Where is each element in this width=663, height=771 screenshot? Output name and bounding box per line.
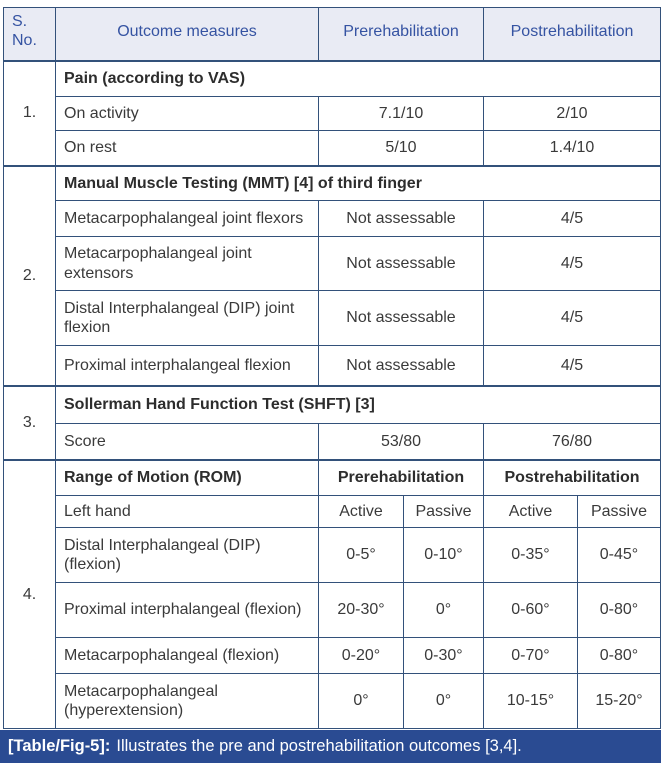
outcome-label-cell: Distal Interphalangeal (DIP) joint flexi… bbox=[55, 290, 319, 346]
rom-subheader-cell: Active bbox=[483, 495, 578, 528]
outcome-label-cell: Metacarpophalangeal joint flexors bbox=[55, 200, 319, 237]
outcome-label-cell: On activity bbox=[55, 96, 319, 131]
outcome-label-cell: On rest bbox=[55, 130, 319, 166]
rom-value-cell: 0-80° bbox=[577, 582, 661, 638]
table-row: On rest 5/10 1.4/10 bbox=[4, 130, 661, 166]
rom-subheader-cell: Passive bbox=[403, 495, 484, 528]
section-rom: 4. Range of Motion (ROM) Prerehabilitati… bbox=[3, 458, 661, 729]
pre-value-cell: 7.1/10 bbox=[318, 96, 484, 131]
caption-bar: [Table/Fig-5]: Illustrates the pre and p… bbox=[0, 730, 661, 763]
rom-subheader-cell: Active bbox=[318, 495, 404, 528]
rom-value-cell: 0-5° bbox=[318, 527, 404, 583]
outcome-label-cell: Proximal interphalangeal (flexion) bbox=[55, 582, 319, 638]
pre-value-cell: Not assessable bbox=[318, 290, 484, 346]
sno-header-cell: S. No. bbox=[3, 7, 56, 61]
section-title-cell: Sollerman Hand Function Test (SHFT) [3] bbox=[55, 384, 661, 424]
rom-value-cell: 0° bbox=[318, 673, 404, 729]
section-pain: 1. Pain (according to VAS) On activity 7… bbox=[3, 59, 661, 166]
outcome-label-cell: Metacarpophalangeal (flexion) bbox=[55, 637, 319, 674]
rom-value-cell: 0-10° bbox=[403, 527, 484, 583]
post-value-cell: 4/5 bbox=[483, 236, 661, 291]
rom-value-cell: 0° bbox=[403, 673, 484, 729]
table-row: On activity 7.1/10 2/10 bbox=[4, 96, 661, 131]
outcome-label-cell: Metacarpophalangeal (hyperextension) bbox=[55, 673, 319, 729]
post-value-cell: 76/80 bbox=[483, 423, 661, 460]
section-title-cell: Manual Muscle Testing (MMT) [4] of third… bbox=[55, 164, 661, 201]
rom-value-cell: 15-20° bbox=[577, 673, 661, 729]
rom-value-cell: 20-30° bbox=[318, 582, 404, 638]
post-header-cell: Postrehabilitation bbox=[483, 7, 661, 61]
pre-value-cell: Not assessable bbox=[318, 236, 484, 291]
post-value-cell: 1.4/10 bbox=[483, 130, 661, 166]
outcome-header-cell: Outcome measures bbox=[55, 7, 319, 61]
table-row: Distal Interphalangeal (DIP) joint flexi… bbox=[4, 290, 661, 346]
section-number-cell: 4. bbox=[3, 458, 56, 729]
section-title-cell: Pain (according to VAS) bbox=[55, 59, 661, 97]
rom-pre-header-cell: Prerehabilitation bbox=[318, 458, 484, 496]
section-shft: 3. Sollerman Hand Function Test (SHFT) [… bbox=[3, 384, 661, 460]
rom-value-cell: 0° bbox=[403, 582, 484, 638]
table-row: Proximal interphalangeal (flexion) 20-30… bbox=[4, 582, 661, 638]
table-row: Metacarpophalangeal (flexion) 0-20° 0-30… bbox=[4, 637, 661, 674]
pre-header-cell: Prerehabilitation bbox=[318, 7, 484, 61]
rom-value-cell: 0-35° bbox=[483, 527, 578, 583]
pre-value-cell: 53/80 bbox=[318, 423, 484, 460]
post-value-cell: 4/5 bbox=[483, 345, 661, 386]
caption-text: Illustrates the pre and postrehabilitati… bbox=[116, 737, 522, 755]
table-row: Metacarpophalangeal joint flexors Not as… bbox=[4, 200, 661, 237]
rom-value-cell: 0-60° bbox=[483, 582, 578, 638]
section-mmt: 2. Manual Muscle Testing (MMT) [4] of th… bbox=[3, 164, 661, 386]
table-header: S. No. Outcome measures Prerehabilitatio… bbox=[3, 7, 661, 61]
table-row: Metacarpophalangeal joint extensors Not … bbox=[4, 236, 661, 291]
pre-value-cell: 5/10 bbox=[318, 130, 484, 166]
outcome-label-cell: Score bbox=[55, 423, 319, 460]
post-value-cell: 4/5 bbox=[483, 290, 661, 346]
section-number-cell: 2. bbox=[3, 164, 56, 386]
rom-subheader-cell: Passive bbox=[577, 495, 661, 528]
caption-tag: [Table/Fig-5]: bbox=[8, 737, 111, 755]
rom-post-header-cell: Postrehabilitation bbox=[483, 458, 661, 496]
rom-value-cell: 0-80° bbox=[577, 637, 661, 674]
rom-value-cell: 0-30° bbox=[403, 637, 484, 674]
post-value-cell: 4/5 bbox=[483, 200, 661, 237]
outcome-label-cell: Metacarpophalangeal joint extensors bbox=[55, 236, 319, 291]
rom-hand-label-cell: Left hand bbox=[55, 495, 319, 528]
outcomes-table: S. No. Outcome measures Prerehabilitatio… bbox=[3, 7, 661, 729]
rom-value-cell: 10-15° bbox=[483, 673, 578, 729]
rom-value-cell: 0-20° bbox=[318, 637, 404, 674]
rom-title-cell: Range of Motion (ROM) bbox=[55, 458, 319, 496]
section-number-cell: 3. bbox=[3, 384, 56, 460]
rom-value-cell: 0-70° bbox=[483, 637, 578, 674]
table-row: Score 53/80 76/80 bbox=[4, 423, 661, 460]
table-row: Distal Interphalangeal (DIP) (flexion) 0… bbox=[4, 527, 661, 583]
pre-value-cell: Not assessable bbox=[318, 200, 484, 237]
table-row: Left hand Active Passive Active Passive bbox=[4, 495, 661, 528]
section-number-cell: 1. bbox=[3, 59, 56, 166]
table-row: Proximal interphalangeal flexion Not ass… bbox=[4, 345, 661, 386]
post-value-cell: 2/10 bbox=[483, 96, 661, 131]
outcome-label-cell: Distal Interphalangeal (DIP) (flexion) bbox=[55, 527, 319, 583]
pre-value-cell: Not assessable bbox=[318, 345, 484, 386]
outcome-label-cell: Proximal interphalangeal flexion bbox=[55, 345, 319, 386]
rom-value-cell: 0-45° bbox=[577, 527, 661, 583]
table-row: Metacarpophalangeal (hyperextension) 0° … bbox=[4, 673, 661, 729]
